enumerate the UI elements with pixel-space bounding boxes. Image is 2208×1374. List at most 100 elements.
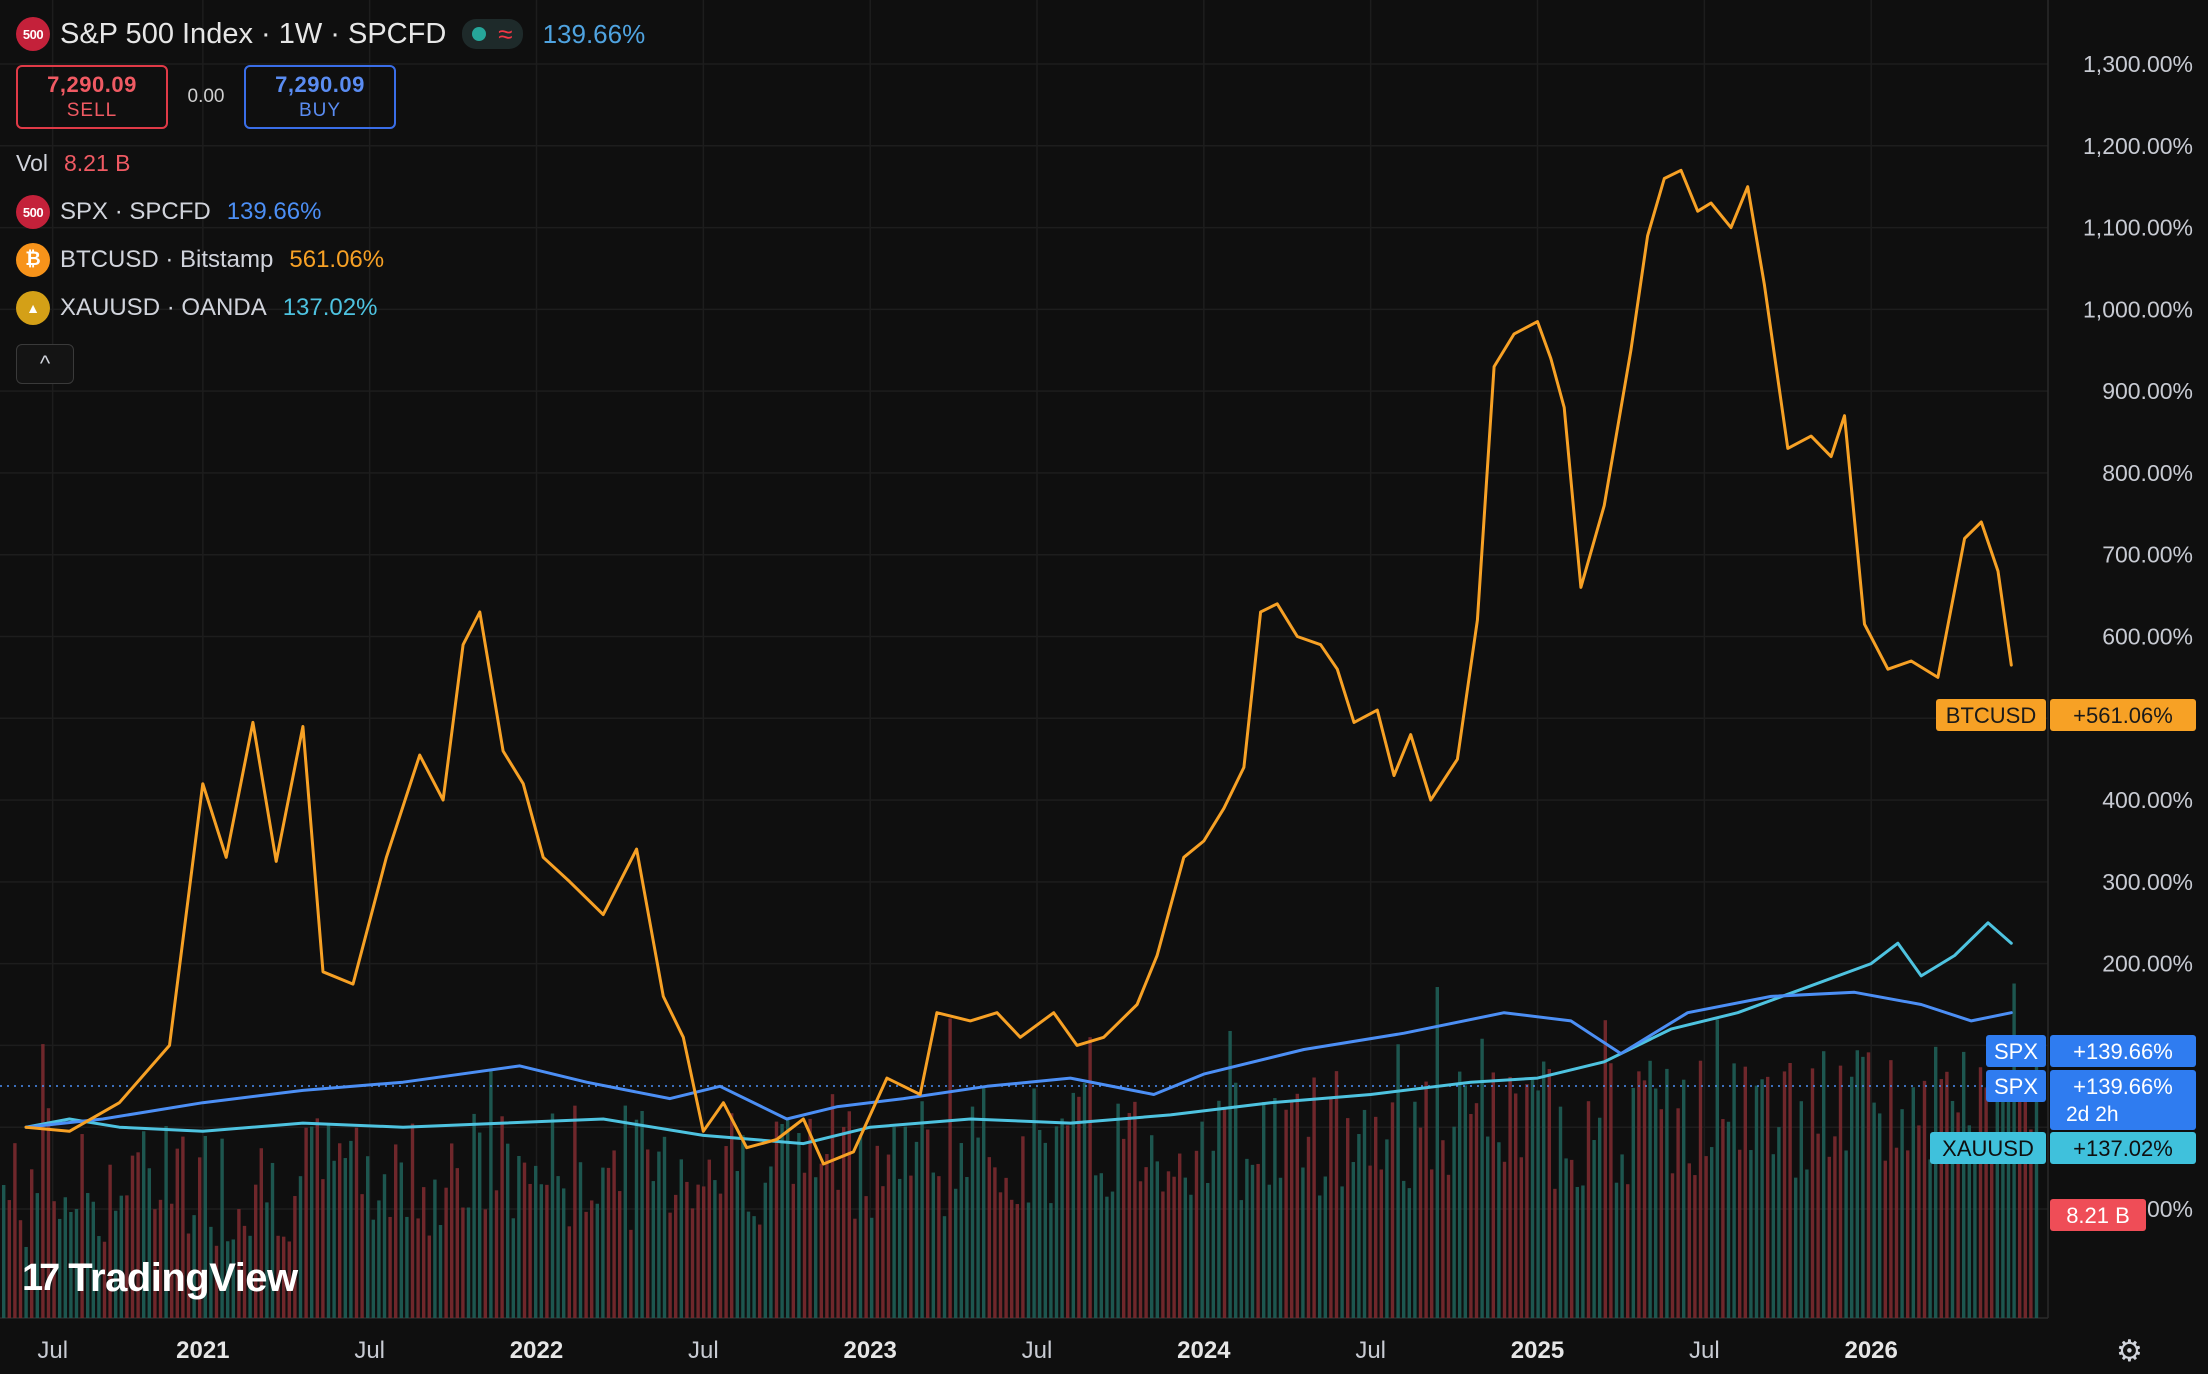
market-status-pill[interactable]: ≈ bbox=[462, 19, 523, 49]
compare-row-btcusd[interactable]: ₿ BTCUSD · Bitstamp 561.06% bbox=[16, 236, 645, 284]
volume-bar bbox=[959, 1143, 963, 1318]
settings-icon[interactable]: ⚙ bbox=[2116, 1335, 2143, 1368]
volume-bar bbox=[769, 1166, 773, 1318]
volume-bar bbox=[304, 1127, 308, 1318]
symbol-header[interactable]: 500 S&P 500 Index · 1W · SPCFD ≈ 139.66% bbox=[16, 14, 645, 54]
volume-bar bbox=[7, 1200, 11, 1318]
volume-bar bbox=[1575, 1186, 1579, 1318]
volume-bar bbox=[926, 1129, 930, 1318]
volume-bar bbox=[685, 1181, 689, 1318]
volume-bar bbox=[1928, 1159, 1932, 1318]
volume-bar bbox=[1329, 1096, 1333, 1318]
buy-button[interactable]: 7,290.09 BUY bbox=[244, 65, 396, 129]
volume-bar bbox=[35, 1193, 39, 1318]
volume-bar bbox=[1542, 1061, 1546, 1318]
volume-bar bbox=[1922, 1080, 1927, 1318]
volume-bar bbox=[1228, 1030, 1232, 1318]
volume-bar bbox=[1502, 1161, 1507, 1318]
series-line-btcusd bbox=[24, 168, 2013, 1166]
collapse-legend-button[interactable]: ^ bbox=[16, 344, 74, 384]
volume-bar bbox=[550, 1113, 555, 1318]
volume-bar bbox=[1323, 1176, 1327, 1318]
symbol-title[interactable]: S&P 500 Index · 1W · SPCFD bbox=[60, 17, 447, 50]
volume-bar bbox=[181, 1136, 185, 1318]
symbol-change: 139.66% bbox=[542, 18, 646, 49]
volume-bar bbox=[1334, 1071, 1339, 1318]
volume-bar bbox=[1833, 1136, 1837, 1318]
volume-bar bbox=[1536, 1090, 1540, 1318]
tradingview-mark-icon: 17 bbox=[22, 1257, 60, 1299]
volume-bar bbox=[881, 1186, 885, 1318]
volume-bar bbox=[1245, 1158, 1249, 1318]
volume-bar bbox=[1603, 1020, 1607, 1318]
volume-bar bbox=[780, 1124, 784, 1318]
volume-bar bbox=[1973, 1148, 1977, 1318]
volume-bar bbox=[1883, 1160, 1887, 1318]
volume-bar bbox=[1424, 1081, 1428, 1318]
btcusd-name-badge-bg bbox=[1936, 699, 2046, 731]
volume-bar bbox=[786, 1119, 790, 1318]
volume-bar bbox=[102, 1241, 107, 1318]
volume-bar bbox=[1446, 1174, 1451, 1318]
spx-name-badge: SPX bbox=[1994, 1039, 2038, 1064]
volume-bar bbox=[242, 1225, 247, 1318]
spx-last-value-badge: +139.66% bbox=[2073, 1074, 2173, 1099]
volume-bar bbox=[1021, 1136, 1025, 1318]
time-axis[interactable]: Jul 2021 Jul 2022 Jul 2023 Jul 2024 Jul 2025 Jul 20… bbox=[37, 1337, 1898, 1364]
volume-bar bbox=[371, 1219, 375, 1318]
price-tick-label: 1,000.00% bbox=[2083, 296, 2193, 322]
volume-bar bbox=[254, 1184, 258, 1318]
volume-bar bbox=[130, 1155, 135, 1318]
volume-bar bbox=[931, 1172, 935, 1318]
volume-bar bbox=[41, 1044, 45, 1318]
volume-bar bbox=[1693, 1175, 1697, 1318]
volume-bar bbox=[287, 1241, 291, 1318]
volume-bar bbox=[864, 1196, 868, 1318]
volume-bar bbox=[2018, 1084, 2022, 1318]
volume-bar bbox=[1407, 1188, 1411, 1318]
volume-bar bbox=[382, 1174, 387, 1318]
volume-bar bbox=[1099, 1173, 1103, 1318]
volume-bar bbox=[1754, 1085, 1759, 1318]
volume-bar bbox=[662, 1136, 667, 1318]
volume-bar bbox=[461, 1207, 465, 1318]
volume-bar bbox=[91, 1201, 95, 1318]
compare-row-spx[interactable]: 500 SPX · SPCFD 139.66% bbox=[16, 188, 645, 236]
volume-bar bbox=[1956, 1112, 1960, 1318]
volume-bar bbox=[1995, 1085, 1999, 1318]
volume-bars bbox=[2, 983, 2039, 1318]
volume-bar bbox=[618, 1191, 622, 1318]
sell-button[interactable]: 7,290.09 SELL bbox=[16, 65, 168, 129]
tradingview-logo[interactable]: 17 TradingView bbox=[22, 1256, 298, 1301]
volume-bar bbox=[108, 1164, 112, 1318]
volume-bar bbox=[1110, 1191, 1115, 1318]
volume-bar bbox=[1480, 1038, 1484, 1318]
volume-bar bbox=[405, 1216, 409, 1318]
volume-bar bbox=[741, 1135, 745, 1318]
time-tick-label: Jul bbox=[354, 1337, 385, 1364]
volume-bar bbox=[119, 1195, 123, 1318]
wave-icon: ≈ bbox=[498, 19, 513, 49]
volume-bar bbox=[623, 1105, 627, 1318]
volume-bar bbox=[1900, 1109, 1904, 1318]
volume-bar bbox=[1620, 1154, 1624, 1318]
volume-bar bbox=[1519, 1157, 1523, 1318]
volume-bar bbox=[1878, 1113, 1882, 1318]
volume-bar bbox=[455, 1168, 459, 1318]
volume-legend[interactable]: Vol 8.21 B bbox=[16, 146, 645, 180]
volume-bar bbox=[2, 1185, 6, 1318]
btcusd-value-badge-bg bbox=[2050, 699, 2196, 731]
volume-bar bbox=[858, 1135, 863, 1318]
volume-bar bbox=[1150, 1135, 1154, 1318]
volume-bar bbox=[1738, 1149, 1742, 1318]
volume-bar bbox=[1670, 1173, 1675, 1318]
volume-bar bbox=[2029, 1129, 2033, 1318]
volume-bar bbox=[674, 1194, 678, 1318]
volume-bar bbox=[147, 1168, 151, 1318]
btcusd-name-badge: BTCUSD bbox=[1946, 703, 2036, 728]
compare-row-xauusd[interactable]: ▲ XAUUSD · OANDA 137.02% bbox=[16, 284, 645, 332]
volume-bar bbox=[752, 1216, 756, 1318]
volume-bar bbox=[1340, 1186, 1344, 1318]
volume-bar bbox=[993, 1167, 997, 1318]
